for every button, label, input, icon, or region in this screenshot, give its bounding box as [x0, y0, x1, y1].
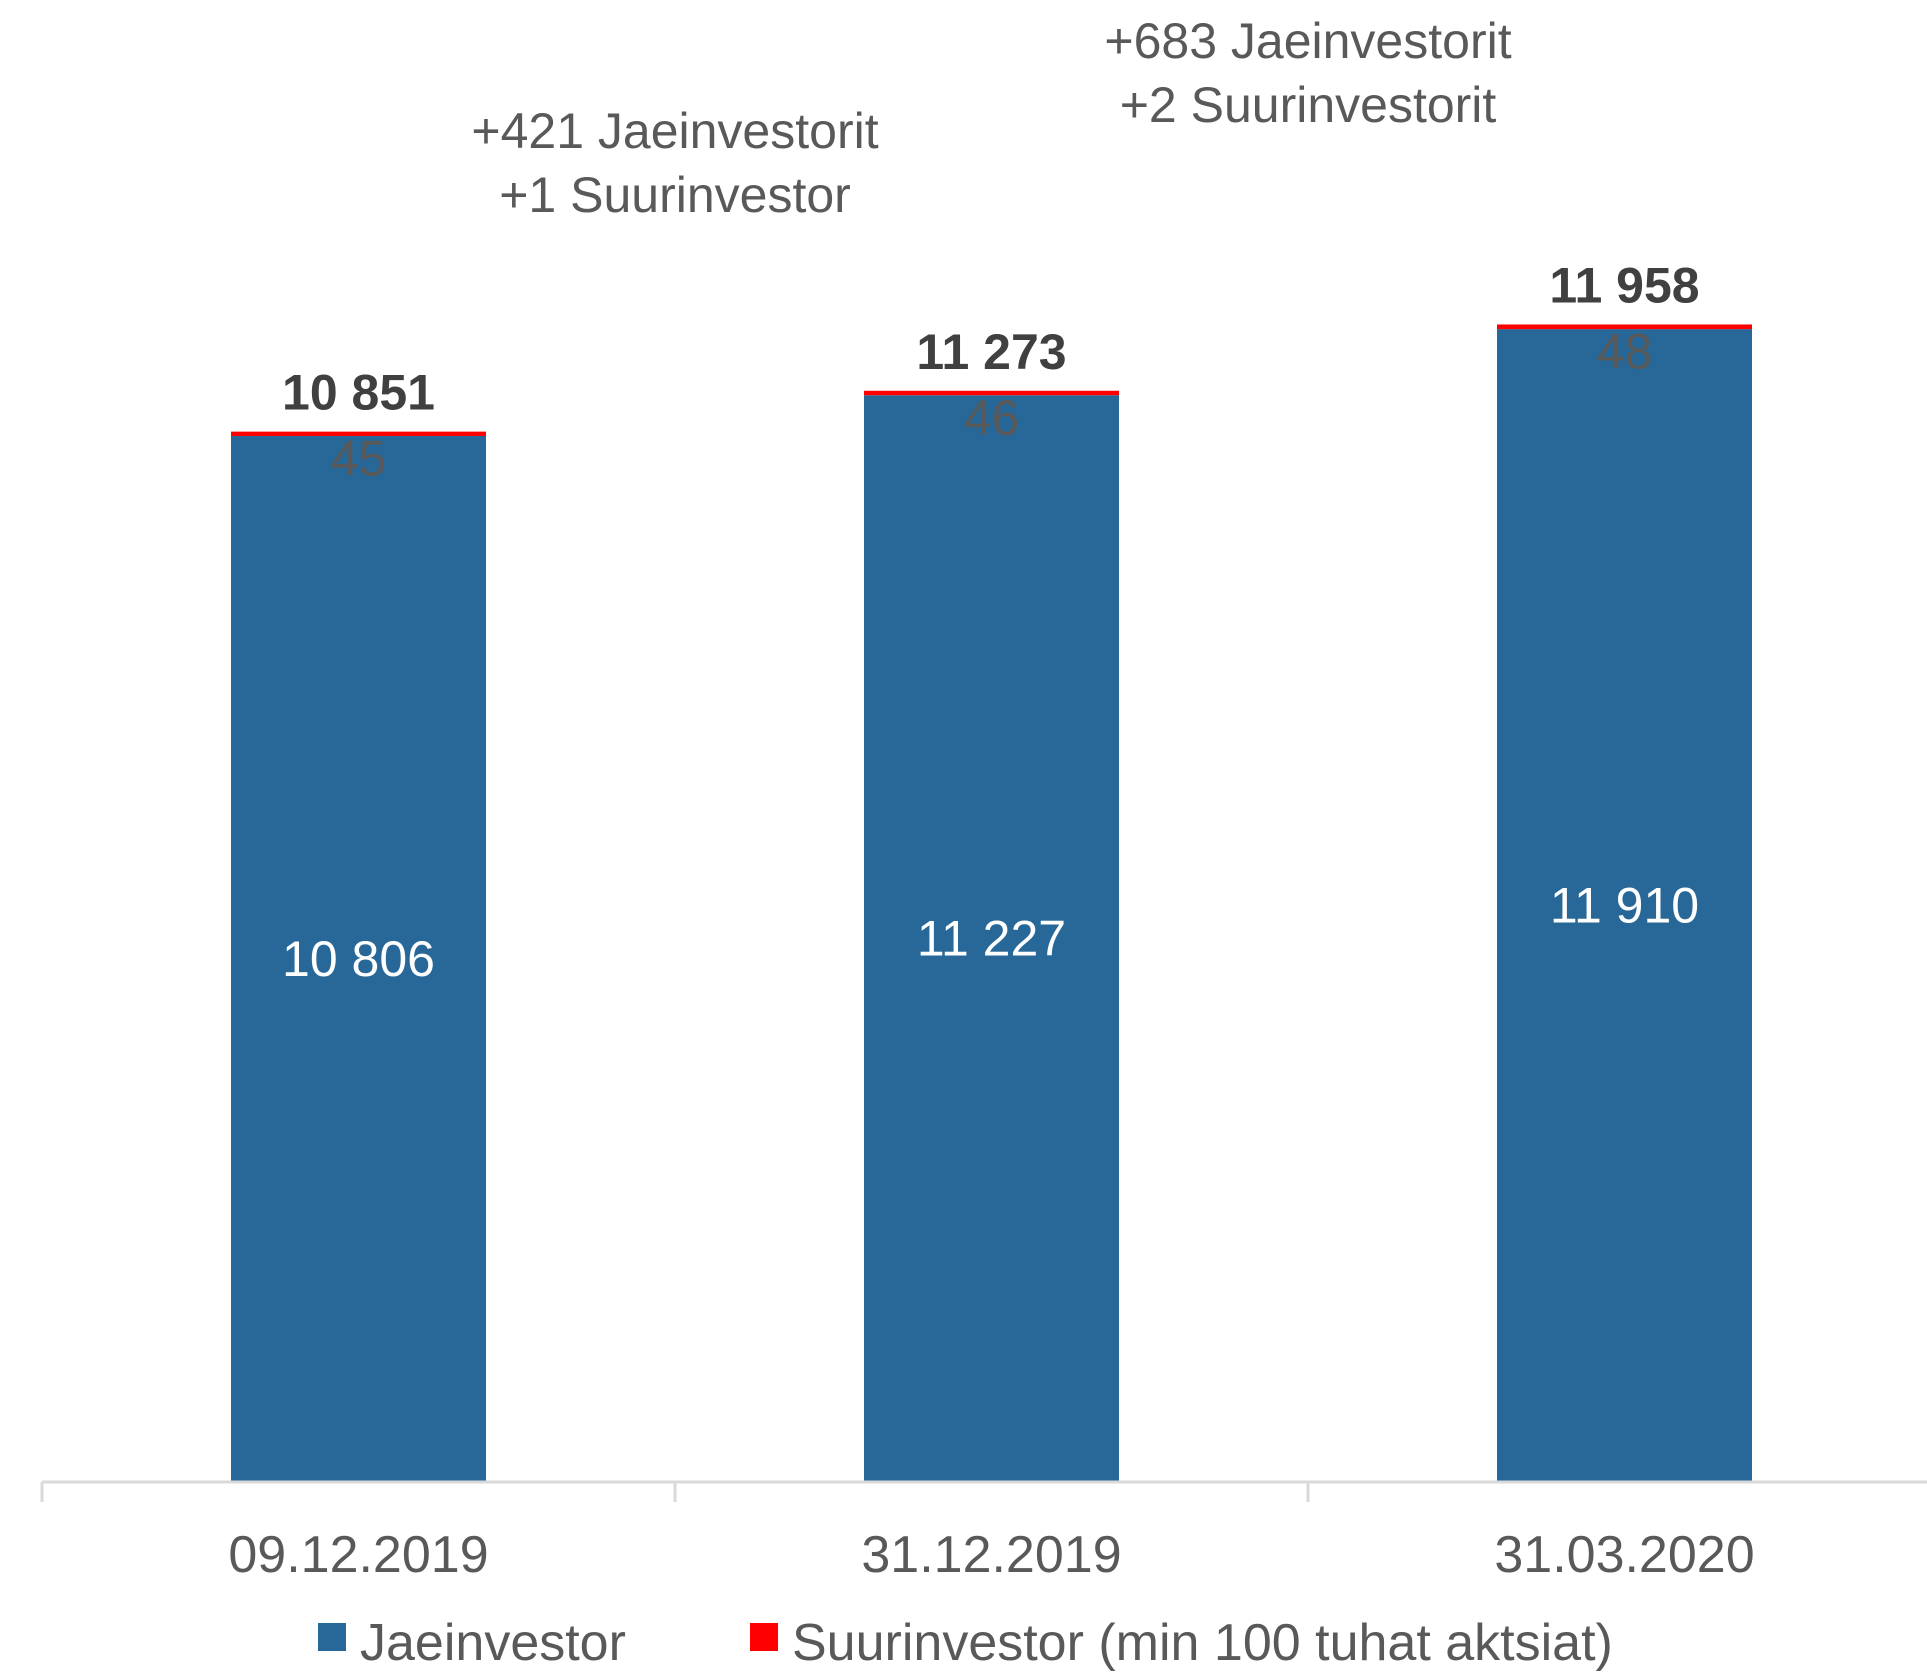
bar-jaeinvestor: [1497, 329, 1752, 1482]
total-label: 10 851: [282, 365, 435, 421]
bar-suurinvestor: [231, 431, 486, 436]
bar-suurinvestor: [864, 390, 1119, 396]
segment-value-label: 45: [331, 431, 387, 487]
change-annotation: +421 Jaeinvestorit: [471, 103, 878, 159]
bar-jaeinvestor: [864, 395, 1119, 1482]
segment-value-label: 46: [964, 390, 1020, 446]
segment-value-label: 48: [1597, 323, 1653, 379]
x-tick-label: 09.12.2019: [228, 1526, 488, 1584]
change-annotation: +683 Jaeinvestorit: [1104, 13, 1511, 69]
x-tick-label: 31.12.2019: [861, 1526, 1121, 1584]
bar-value-label: 11 910: [1550, 878, 1699, 934]
legend-swatch: [318, 1623, 346, 1651]
total-label: 11 273: [916, 324, 1066, 380]
legend-label: Jaeinvestor: [360, 1614, 626, 1672]
total-label: 11 958: [1549, 257, 1699, 313]
change-annotation: +1 Suurinvestor: [499, 167, 851, 223]
bar-value-label: 10 806: [282, 931, 435, 987]
bar-jaeinvestor: [231, 435, 486, 1482]
legend-label: Suurinvestor (min 100 tuhat aktsiat): [792, 1614, 1613, 1672]
legend-swatch: [750, 1623, 778, 1651]
bar-suurinvestor: [1497, 324, 1752, 330]
x-tick-label: 31.03.2020: [1494, 1526, 1754, 1584]
change-annotation: +2 Suurinvestorit: [1120, 77, 1497, 133]
bar-value-label: 11 227: [917, 911, 1066, 967]
